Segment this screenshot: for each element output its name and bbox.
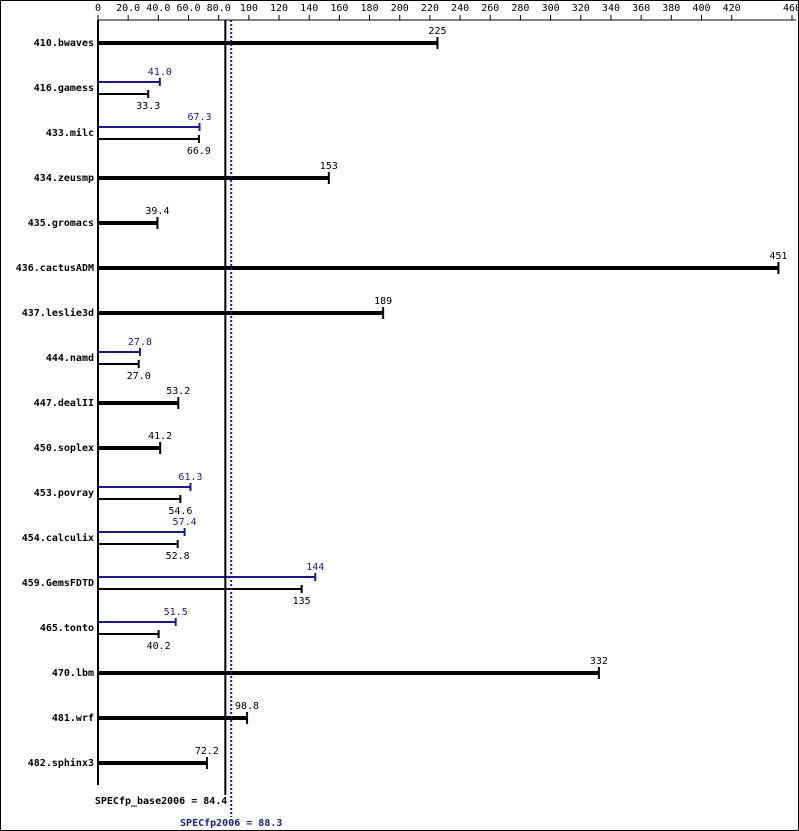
value-label: 225 bbox=[428, 26, 446, 37]
x-tick-label: 220 bbox=[421, 3, 439, 14]
x-tick-label: 360 bbox=[632, 3, 650, 14]
value-label: 41.0 bbox=[148, 67, 172, 78]
category-label: 459.GemsFDTD bbox=[22, 578, 94, 589]
category-label: 482.sphinx3 bbox=[28, 757, 94, 769]
value-label: 53.2 bbox=[166, 386, 190, 397]
x-tick-label: 300 bbox=[542, 3, 560, 14]
value-label: 41.2 bbox=[148, 431, 172, 442]
value-label: 27.8 bbox=[128, 337, 152, 348]
category-label: 450.soplex bbox=[34, 443, 94, 454]
x-tick-label: 380 bbox=[662, 3, 680, 14]
value-label: 72.2 bbox=[195, 746, 219, 757]
category-label: 470.lbm bbox=[52, 668, 94, 679]
x-tick-label: 20.0 bbox=[116, 3, 140, 14]
value-label: 52.8 bbox=[166, 551, 190, 562]
x-tick-label: 160 bbox=[330, 3, 348, 14]
value-label: 189 bbox=[374, 296, 392, 307]
x-tick-label: 400 bbox=[692, 3, 710, 14]
category-label: 434.zeusmp bbox=[34, 173, 94, 184]
value-label: 61.3 bbox=[178, 472, 202, 483]
category-label: 433.milc bbox=[46, 127, 94, 139]
value-label: 40.2 bbox=[147, 641, 171, 652]
x-tick-label: 420 bbox=[723, 3, 741, 14]
x-tick-label: 460 bbox=[783, 3, 799, 14]
value-label: 135 bbox=[293, 596, 311, 607]
category-label: 481.wrf bbox=[52, 713, 94, 724]
category-label: 453.povray bbox=[34, 488, 94, 499]
x-tick-label: 40.0 bbox=[146, 3, 170, 14]
x-tick-label: 100 bbox=[240, 3, 258, 14]
x-tick-label: 260 bbox=[481, 3, 499, 14]
value-label: 144 bbox=[306, 562, 324, 573]
category-label: 410.bwaves bbox=[34, 38, 94, 49]
category-label: 447.dealII bbox=[34, 398, 94, 409]
category-label: 435.gromacs bbox=[28, 218, 94, 229]
value-label: 33.3 bbox=[136, 101, 160, 112]
category-label: 465.tonto bbox=[40, 623, 94, 634]
x-tick-label: 240 bbox=[451, 3, 469, 14]
category-label: 436.cactusADM bbox=[16, 263, 94, 274]
x-tick-label: 320 bbox=[572, 3, 590, 14]
value-label: 57.4 bbox=[173, 517, 197, 528]
x-tick-label: 140 bbox=[300, 3, 318, 14]
value-label: 66.9 bbox=[187, 146, 211, 157]
x-tick-label: 80.0 bbox=[207, 3, 231, 14]
x-tick-label: 60.0 bbox=[176, 3, 200, 14]
x-tick-label: 280 bbox=[511, 3, 529, 14]
category-label: 454.calculix bbox=[22, 532, 94, 544]
category-label: 416.gamess bbox=[34, 83, 94, 94]
value-label: 67.3 bbox=[187, 112, 211, 123]
reference-label: SPECfp_base2006 = 84.4 bbox=[95, 796, 227, 807]
category-label: 437.leslie3d bbox=[22, 307, 94, 319]
value-label: 54.6 bbox=[168, 506, 192, 517]
value-label: 332 bbox=[590, 656, 608, 667]
value-label: 153 bbox=[320, 161, 338, 172]
reference-label: SPECfp2006 = 88.3 bbox=[180, 818, 282, 829]
value-label: 98.8 bbox=[235, 701, 259, 712]
value-label: 51.5 bbox=[164, 607, 188, 618]
x-tick-label: 200 bbox=[391, 3, 409, 14]
value-label: 39.4 bbox=[145, 206, 169, 217]
x-tick-label: 340 bbox=[602, 3, 620, 14]
category-label: 444.namd bbox=[46, 353, 94, 364]
value-label: 451 bbox=[769, 251, 787, 262]
x-tick-label: 120 bbox=[270, 3, 288, 14]
x-tick-label: 180 bbox=[361, 3, 379, 14]
x-tick-label: 0 bbox=[95, 3, 101, 14]
value-label: 27.0 bbox=[127, 371, 151, 382]
